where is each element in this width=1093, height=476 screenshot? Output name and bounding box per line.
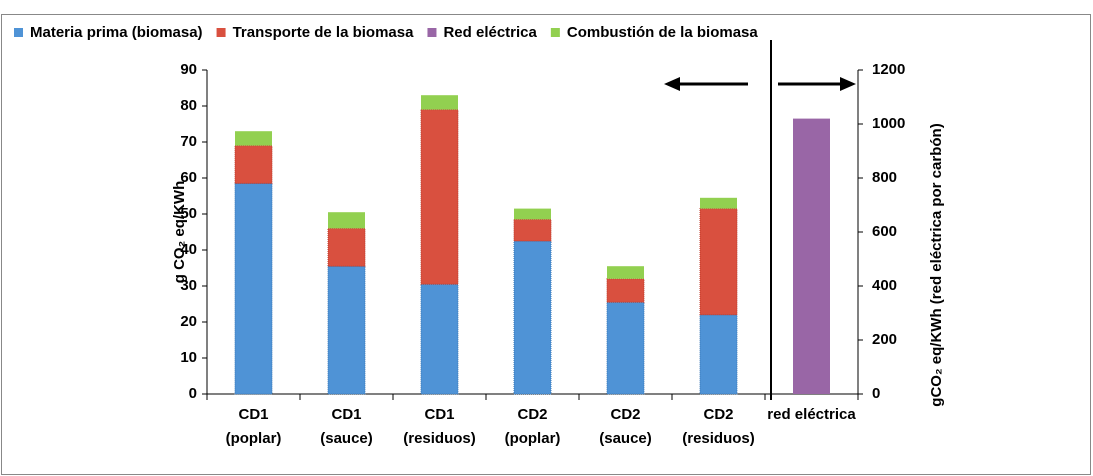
legend-label: Combustión de la biomasa xyxy=(567,24,759,41)
y-tick-label: 0 xyxy=(189,385,197,402)
x-tick-label: (residuos) xyxy=(403,430,476,447)
x-tick-label: (sauce) xyxy=(599,430,652,447)
y2-tick-label: 1000 xyxy=(872,115,905,132)
x-tick-label: (sauce) xyxy=(320,430,373,447)
bar-segment xyxy=(606,278,645,303)
arrow-right xyxy=(778,77,856,91)
bar-segment xyxy=(700,197,737,209)
bar-segment xyxy=(607,266,644,279)
legend-swatch xyxy=(216,28,226,37)
x-tick-label: (poplar) xyxy=(226,430,282,447)
y2-tick-label: 0 xyxy=(872,385,880,402)
x-tick-label: red eléctrica xyxy=(767,406,856,423)
x-tick-label: CD1 xyxy=(238,406,268,423)
y-tick-label: 80 xyxy=(180,97,197,114)
y2-tick-label: 400 xyxy=(872,277,897,294)
y-tick-label: 40 xyxy=(180,241,197,258)
legend-swatch xyxy=(550,28,560,37)
y-tick-label: 20 xyxy=(180,313,197,330)
y-tick-label: 10 xyxy=(180,349,197,366)
legend-label: Materia prima (biomasa) xyxy=(30,24,203,41)
y2-tick-label: 1200 xyxy=(872,61,905,78)
bar xyxy=(793,118,830,394)
bar-segment xyxy=(513,240,552,395)
x-tick-label: (poplar) xyxy=(505,430,561,447)
bar-segment xyxy=(420,283,459,395)
x-tick-label: (residuos) xyxy=(682,430,755,447)
bar-segment xyxy=(420,109,459,285)
y-tick-label: 90 xyxy=(180,61,197,78)
x-tick-label: CD1 xyxy=(424,406,454,423)
bar-segment xyxy=(328,212,365,229)
y-tick-label: 30 xyxy=(180,277,197,294)
y2-axis-label: gCO₂ eq/KWh (red eléctrica por carbón) xyxy=(928,123,945,406)
x-tick-label: CD2 xyxy=(610,406,640,423)
y-tick-label: 50 xyxy=(180,205,197,222)
x-tick-label: CD1 xyxy=(331,406,361,423)
bar-segment xyxy=(699,208,738,316)
bar-segment xyxy=(699,314,738,395)
legend-swatch xyxy=(427,28,437,37)
bar-segment xyxy=(514,208,551,220)
y-tick-label: 70 xyxy=(180,133,197,150)
bar-segment xyxy=(234,182,273,395)
y2-tick-label: 600 xyxy=(872,223,897,240)
y-axis-label: g CO₂ eq/KWh xyxy=(171,181,188,284)
chart-frame xyxy=(1,14,1091,475)
y-tick-label: 60 xyxy=(180,169,197,186)
bar-segment xyxy=(513,218,552,242)
bar-segment xyxy=(421,95,458,110)
bar-segment xyxy=(327,265,366,395)
bar-segment xyxy=(606,301,645,395)
legend-label: Transporte de la biomasa xyxy=(233,24,415,41)
arrow-left xyxy=(664,77,748,91)
bar-segment xyxy=(235,131,272,146)
x-tick-label: CD2 xyxy=(517,406,547,423)
legend-label: Red eléctrica xyxy=(443,24,537,41)
bar-segment xyxy=(234,145,273,184)
legend-swatch xyxy=(14,28,23,37)
bar-segment xyxy=(327,227,366,267)
y2-tick-label: 200 xyxy=(872,331,897,348)
y2-tick-label: 800 xyxy=(872,169,897,186)
x-tick-label: CD2 xyxy=(703,406,733,423)
